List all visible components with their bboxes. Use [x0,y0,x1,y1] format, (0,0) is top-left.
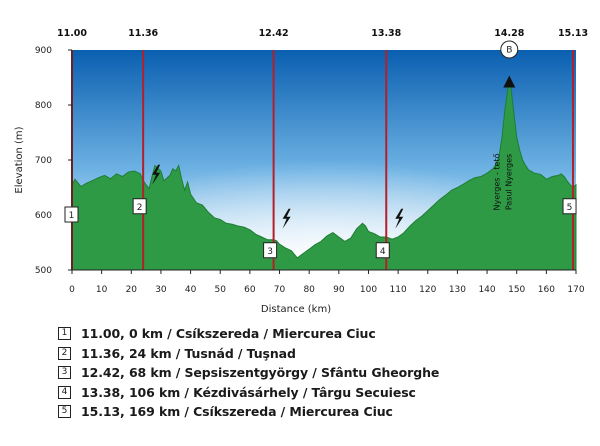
summit-name-label: Pasul Nyerges [504,154,513,210]
legend-item: 2 11.36, 24 km / Tusnád / Tuşnad [58,344,538,364]
checkpoint-time-label: 12.42 [259,28,289,39]
checkpoint-box [375,242,390,259]
checkpoint-box-label: 5 [567,203,573,213]
y-tick-label: 500 [35,266,52,276]
lightning-icon [282,208,291,229]
summit-name-label: Nyerges - tető [492,153,501,210]
summit-circle [500,40,519,59]
legend-item-text: 12.42, 68 km / Sepsiszentgyörgy / Sfântu… [81,365,440,381]
legend-marker-box: 4 [58,385,71,399]
checkpoint-box-label: 3 [267,247,273,257]
y-tick-label: 700 [35,156,52,166]
y-tick-label: 900 [35,46,52,56]
legend-item: 3 12.42, 68 km / Sepsiszentgyörgy / Sfân… [58,363,538,383]
x-tick-label: 170 [567,285,584,295]
checkpoint-time-label: 11.00 [57,28,87,39]
legend-marker-box: 5 [58,405,71,419]
x-tick-label: 20 [126,285,138,295]
y-tick-label: 800 [35,101,52,111]
x-tick-label: 50 [215,285,227,295]
checkpoint-box-label: 1 [69,211,75,221]
checkpoint-time-label: 15.13 [558,28,588,39]
x-tick-label: 80 [303,285,315,295]
x-tick-label: 90 [333,285,345,295]
x-axis-label: Distance (km) [261,304,331,315]
x-tick-label: 10 [96,285,108,295]
x-tick-label: 30 [155,285,167,295]
lightning-icon [395,208,404,229]
legend-item-text: 13.38, 106 km / Kézdivásárhely / Târgu S… [81,384,416,400]
legend-item-text: 11.00, 0 km / Csíkszereda / Miercurea Ci… [81,326,376,342]
x-tick-label: 130 [449,285,466,295]
checkpoint-box [132,198,147,215]
summit-circle-label: B [506,46,512,56]
checkpoint-box-label: 2 [137,203,143,213]
summit-time-label: 14.28 [494,28,524,39]
x-tick-label: 0 [69,285,75,295]
x-tick-label: 150 [508,285,525,295]
legend-item-text: 15.13, 169 km / Csíkszereda / Miercurea … [81,404,393,420]
elevation-area [71,77,577,271]
legend-item: 5 15.13, 169 km / Csíkszereda / Miercure… [58,402,538,422]
checkpoint-box [64,206,79,223]
legend-item: 4 13.38, 106 km / Kézdivásárhely / Târgu… [58,383,538,403]
legend-marker-box: 1 [58,327,71,341]
x-tick-label: 60 [244,285,256,295]
checkpoint-time-label: 13.38 [371,28,401,39]
x-tick-label: 140 [478,285,495,295]
elevation-profile-chart: 0 10 20 30 40 50 60 70 80 90 100 110 120 130 140 150 160… [14,28,588,315]
checkpoint-box [263,242,278,259]
legend-marker-box: 3 [58,366,71,380]
lightning-icon [152,164,161,185]
y-axis-label: Elevation (m) [14,126,25,193]
x-tick-label: 40 [185,285,197,295]
x-tick-label: 120 [419,285,436,295]
legend-marker-box: 2 [58,346,71,360]
x-tick-label: 160 [538,285,555,295]
x-tick-label: 110 [390,285,407,295]
legend-item-text: 11.36, 24 km / Tusnád / Tuşnad [81,345,296,361]
checkpoint-box [562,198,577,215]
checkpoint-time-label: 11.36 [128,28,158,39]
x-tick-label: 70 [274,285,286,295]
stage-legend: 1 11.00, 0 km / Csíkszereda / Miercurea … [58,324,538,422]
x-tick-label: 100 [360,285,377,295]
y-tick-label: 600 [35,211,52,221]
legend-item: 1 11.00, 0 km / Csíkszereda / Miercurea … [58,324,538,344]
summit-arrow-icon [503,75,516,88]
checkpoint-box-label: 4 [380,247,386,257]
